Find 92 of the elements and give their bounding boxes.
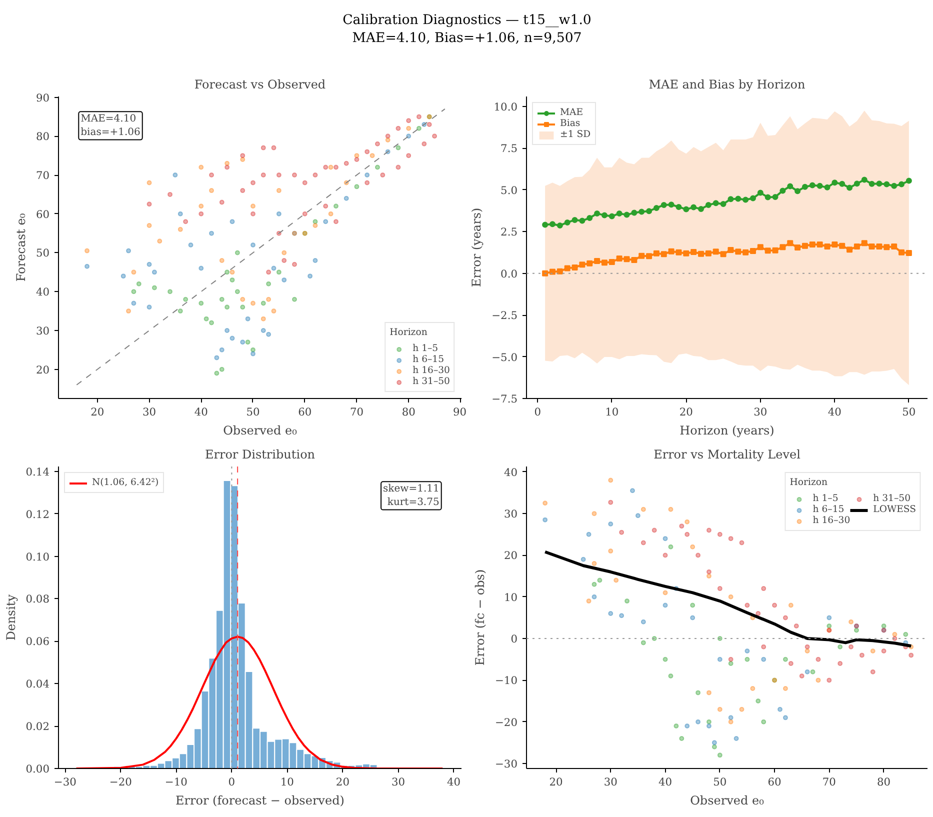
y-tick-label: −5.0 [492,350,518,364]
x-axis-title: Error (forecast − observed) [176,794,344,808]
x-axis-title: Observed e₀ [690,794,764,808]
y-tick-label: −20 [495,716,518,729]
y-tick-label: 80 [36,130,50,144]
y-tick-label: 70 [36,169,50,182]
x-tick-label: 50 [902,406,916,418]
annotation: MAE=4.10 bias=+1.06 [80,114,140,138]
x-tick-label: 40 [828,406,842,418]
chart-title: Forecast vs Observed [194,78,326,92]
x-tick-label: 70 [350,406,364,418]
y-tick-label: −2.5 [492,309,518,322]
y-tick-label: 0.04 [26,678,50,691]
y-axis-title: Forecast e₀ [14,213,28,282]
x-tick-label: 30 [754,406,768,418]
y-tick-label: 0.02 [26,720,50,734]
x-axis-title: Horizon (years) [680,424,774,438]
x-axis-title: Observed e₀ [223,424,298,438]
x-tick-label: 30 [391,776,406,788]
y-tick-label: 0.08 [26,592,50,606]
x-tick-label: 90 [452,406,467,418]
x-tick-label: 50 [246,406,260,418]
legend-label: h 31–50 [873,493,911,504]
x-tick-label: 0 [228,776,236,788]
x-tick-label: 40 [446,776,461,788]
x-tick-label: 20 [679,406,694,418]
y-axis-title: Density [4,594,18,641]
chart-title: MAE and Bias by Horizon [648,78,806,92]
legend-label: h 6–15 [412,354,444,365]
y-tick-label: 30 [504,508,518,521]
x-tick-label: 70 [822,776,836,788]
y-tick-label: 2.5 [500,226,518,239]
y-tick-label: 40 [36,286,50,299]
text: Calibration Diagnostics — t15__w1.0 [342,13,592,28]
x-tick-label: 80 [402,406,416,418]
legend-title: Horizon [790,477,828,488]
chart-title: Error vs Mortality Level [654,448,801,462]
y-tick-label: 0.00 [26,762,50,776]
y-tick-label: 10.0 [494,100,518,114]
y-axis-title: Error (fc − obs) [473,569,488,666]
y-tick-label: 30 [36,324,50,338]
y-tick-label: 7.5 [500,142,518,156]
legend-label: h 1–5 [412,343,438,354]
legend-label: h 1–5 [812,493,838,504]
x-tick-label: 10 [605,406,619,418]
legend-label: h 6–15 [812,504,844,515]
y-tick-label: 5.0 [500,184,518,197]
text: MAE=4.10, Bias=+1.06, n=9,507 [352,31,582,46]
annotation: skew=1.11 kurt=3.75 [383,484,440,508]
y-tick-label: 0.14 [26,465,50,478]
y-tick-label: 20 [504,549,518,562]
x-tick-label: 40 [658,776,672,788]
y-tick-label: 0.12 [26,508,50,521]
x-tick-label: 20 [549,776,563,788]
y-tick-label: 10 [504,590,518,604]
x-tick-label: 30 [604,776,618,788]
x-tick-label: 80 [877,776,891,788]
legend-label: ±1 SD [560,129,591,140]
y-axis-title: Error (years) [470,208,484,288]
x-tick-label: 20 [336,776,350,788]
y-tick-label: −7.5 [492,392,518,406]
y-tick-label: 0 [510,632,518,646]
y-tick-label: 0.06 [26,635,50,648]
y-tick-label: −10 [495,674,518,688]
x-tick-label: 40 [194,406,208,418]
legend-label: h 16–30 [412,365,450,376]
chart-title: Error Distribution [204,448,316,462]
y-tick-label: 90 [36,91,50,104]
x-tick-label: −10 [164,776,188,788]
x-tick-label: 10 [280,776,294,788]
legend-label: Bias [560,118,580,129]
y-tick-label: 20 [36,363,50,376]
x-tick-label: 60 [298,406,312,418]
legend-label: h 31–50 [412,376,450,387]
x-tick-label: −20 [109,776,132,788]
legend-label: h 16–30 [812,515,850,526]
x-tick-label: 0 [534,406,542,418]
y-tick-label: 0.10 [26,550,50,564]
legend-label: N(1.06, 6.42²) [92,477,159,488]
legend-label: LOWESS [873,504,916,515]
y-tick-label: 40 [504,466,518,479]
x-tick-label: 20 [90,406,104,418]
legend-title: Horizon [390,327,428,338]
y-tick-label: 50 [36,246,50,260]
y-tick-label: −30 [495,758,518,770]
x-tick-label: 50 [713,776,727,788]
y-tick-label: 0.0 [500,267,518,280]
x-tick-label: 60 [768,776,782,788]
y-tick-label: 60 [36,208,50,221]
x-tick-label: −30 [54,776,77,788]
legend-label: MAE [560,107,584,118]
x-tick-label: 30 [142,406,156,418]
